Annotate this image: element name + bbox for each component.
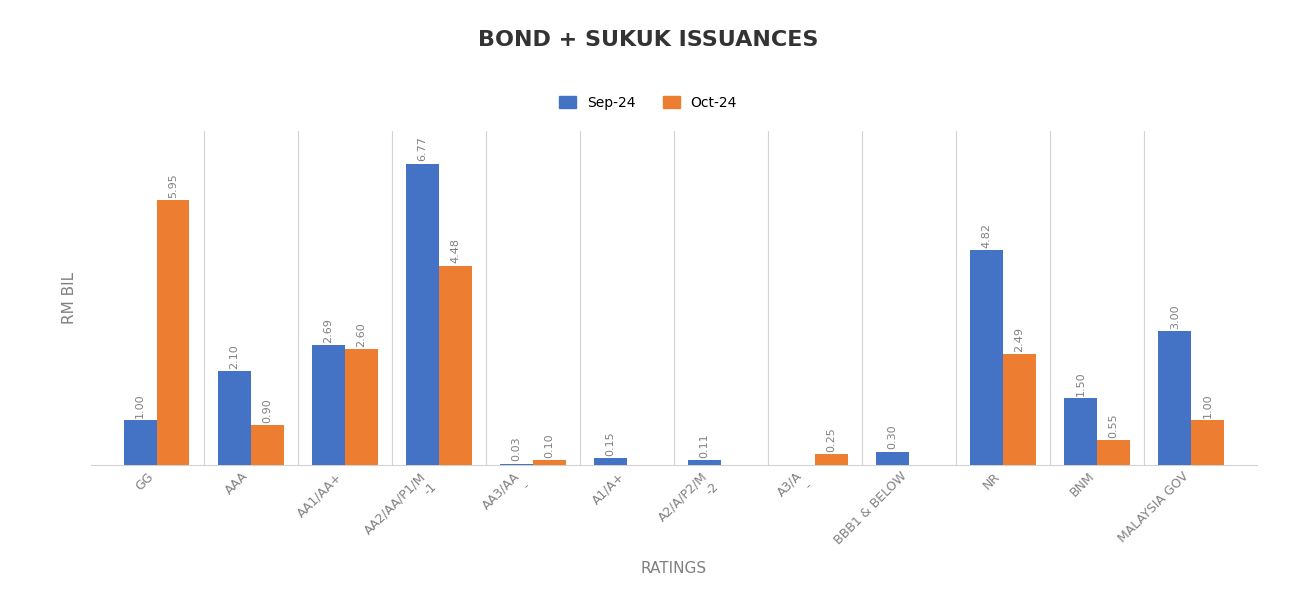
Bar: [250, 425, 284, 465]
Bar: [439, 265, 472, 465]
Text: 0.55: 0.55: [1108, 414, 1118, 438]
Bar: [533, 461, 566, 465]
Text: 4.48: 4.48: [450, 238, 460, 263]
Text: 0.90: 0.90: [262, 398, 272, 423]
Bar: [1191, 420, 1225, 465]
Bar: [876, 452, 908, 465]
Bar: [1098, 440, 1130, 465]
Text: 2.49: 2.49: [1015, 327, 1025, 352]
Bar: [123, 420, 157, 465]
Y-axis label: RM BIL: RM BIL: [62, 272, 76, 324]
Bar: [312, 345, 345, 465]
Text: 2.10: 2.10: [229, 344, 240, 369]
Text: 0.03: 0.03: [512, 437, 521, 461]
Text: 2.69: 2.69: [323, 318, 333, 343]
Bar: [157, 200, 189, 465]
Bar: [345, 349, 377, 465]
Text: 0.10: 0.10: [544, 433, 555, 458]
Text: 0.11: 0.11: [700, 433, 709, 458]
Text: 6.77: 6.77: [417, 136, 428, 162]
Bar: [594, 458, 627, 465]
Bar: [1159, 331, 1191, 465]
Legend: Sep-24, Oct-24: Sep-24, Oct-24: [553, 91, 743, 116]
Text: 1.00: 1.00: [1203, 393, 1213, 418]
Text: 1.00: 1.00: [135, 393, 145, 418]
Text: 0.30: 0.30: [888, 425, 898, 449]
Text: 5.95: 5.95: [168, 173, 178, 198]
Text: 0.15: 0.15: [605, 432, 616, 456]
Bar: [1064, 398, 1098, 465]
Bar: [815, 454, 848, 465]
Text: 0.25: 0.25: [827, 427, 836, 452]
Text: 2.60: 2.60: [356, 322, 367, 347]
Bar: [406, 164, 439, 465]
Text: 1.50: 1.50: [1076, 371, 1086, 396]
Text: 4.82: 4.82: [981, 223, 991, 248]
X-axis label: RATINGS: RATINGS: [640, 561, 708, 576]
Text: BOND + SUKUK ISSUANCES: BOND + SUKUK ISSUANCES: [478, 30, 818, 50]
Bar: [971, 250, 1003, 465]
Bar: [500, 464, 533, 465]
Bar: [218, 371, 250, 465]
Text: 3.00: 3.00: [1170, 305, 1179, 329]
Bar: [688, 460, 721, 465]
Bar: [1003, 354, 1036, 465]
